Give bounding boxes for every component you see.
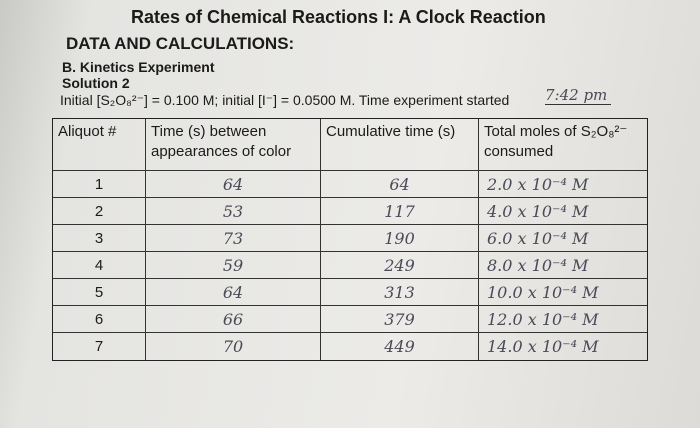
- handwritten-value: 449: [321, 333, 479, 360]
- subsection: B. Kinetics Experiment: [62, 59, 215, 75]
- column-header: Time (s) between appearances of color: [146, 119, 321, 171]
- handwritten-value: 66: [146, 306, 321, 333]
- initial-conditions: Initial [S₂O₈²⁻] = 0.100 M; initial [I⁻]…: [60, 92, 510, 108]
- handwritten-value: 64: [321, 171, 479, 198]
- column-header: Aliquot #: [53, 119, 146, 171]
- aliquot-number: 5: [53, 279, 146, 306]
- data-table: Aliquot # Time (s) between appearances of…: [52, 118, 648, 361]
- aliquot-number: 6: [53, 306, 146, 333]
- handwritten-value: 64: [146, 279, 321, 306]
- aliquot-number: 3: [53, 225, 146, 252]
- handwritten-value: 70: [146, 333, 321, 360]
- handwritten-value: 2.0 x 10⁻⁴ M: [479, 171, 647, 198]
- handwritten-value: 12.0 x 10⁻⁴ M: [479, 306, 647, 333]
- handwritten-value: 249: [321, 252, 479, 279]
- aliquot-number: 2: [53, 198, 146, 225]
- handwritten-value: 117: [321, 198, 479, 225]
- column-header: Cumulative time (s): [321, 119, 479, 171]
- handwritten-value: 313: [321, 279, 479, 306]
- column-header: Total moles of S₂O₈²⁻ consumed: [479, 119, 647, 171]
- handwritten-value: 59: [146, 252, 321, 279]
- aliquot-number: 7: [53, 333, 146, 360]
- handwritten-value: 53: [146, 198, 321, 225]
- solution: Solution 2: [62, 75, 130, 91]
- start-time: 7:42 pm: [545, 86, 612, 105]
- handwritten-value: 64: [146, 171, 321, 198]
- handwritten-value: 14.0 x 10⁻⁴ M: [487, 337, 599, 356]
- handwritten-value: 10.0 x 10⁻⁴ M: [479, 279, 647, 306]
- handwritten-value: 4.0 x 10⁻⁴ M: [479, 198, 647, 225]
- handwritten-value: 6.0 x 10⁻⁴ M: [479, 225, 647, 252]
- section-heading: DATA AND CALCULATIONS:: [66, 34, 295, 53]
- handwritten-value: 73: [146, 225, 321, 252]
- handwritten-value: 190: [321, 225, 479, 252]
- handwritten-value: 379: [321, 306, 479, 333]
- handwritten-value: 8.0 x 10⁻⁴ M: [479, 252, 647, 279]
- aliquot-number: 4: [53, 252, 146, 279]
- title: Rates of Chemical Reactions I: A Clock R…: [131, 7, 546, 27]
- aliquot-number: 1: [53, 171, 146, 198]
